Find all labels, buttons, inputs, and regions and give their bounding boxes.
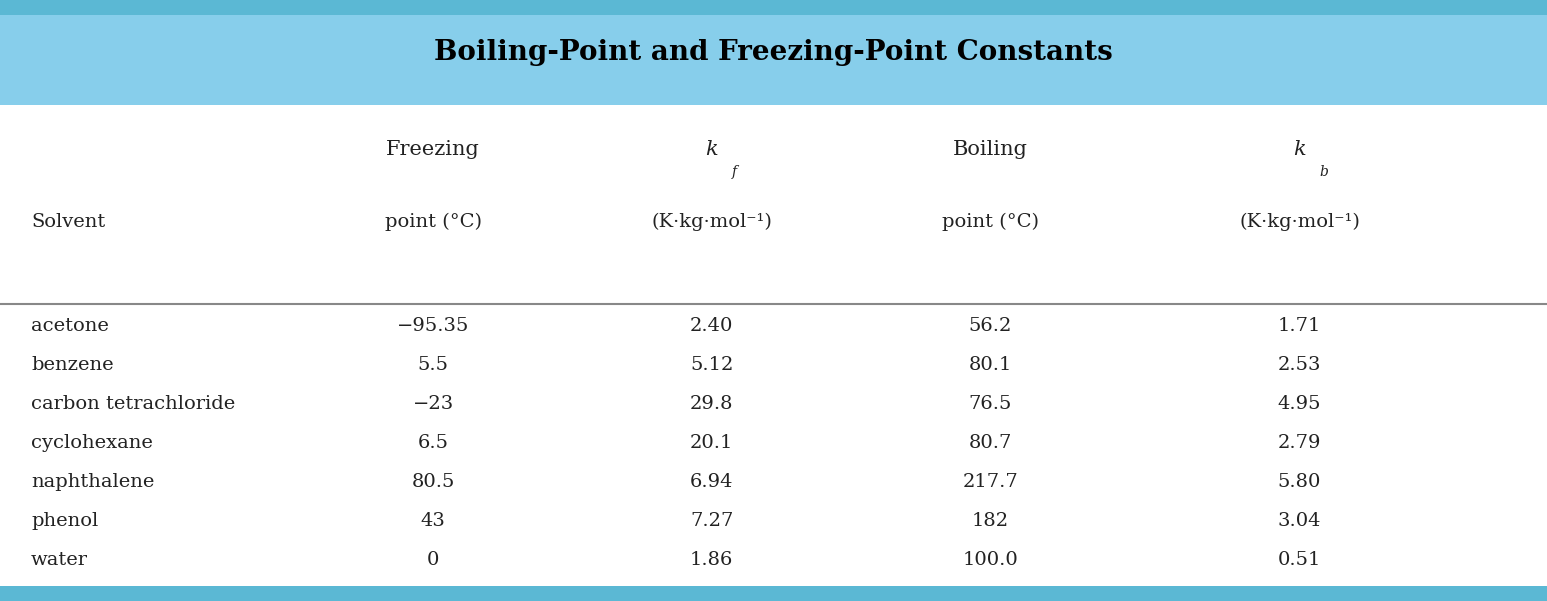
- FancyBboxPatch shape: [0, 0, 1547, 15]
- Text: phenol: phenol: [31, 512, 97, 530]
- Text: 6.94: 6.94: [690, 473, 733, 491]
- Text: benzene: benzene: [31, 356, 113, 374]
- Text: 1.71: 1.71: [1278, 317, 1321, 335]
- Text: water: water: [31, 551, 88, 569]
- Text: Boiling: Boiling: [953, 140, 1027, 159]
- Text: 2.79: 2.79: [1278, 434, 1321, 452]
- Text: 0: 0: [427, 551, 439, 569]
- Text: −23: −23: [413, 395, 453, 413]
- Text: 80.5: 80.5: [412, 473, 455, 491]
- Text: point (°C): point (°C): [385, 213, 481, 231]
- Text: Freezing: Freezing: [387, 140, 480, 159]
- Text: 5.5: 5.5: [418, 356, 449, 374]
- Text: 20.1: 20.1: [690, 434, 733, 452]
- Text: 6.5: 6.5: [418, 434, 449, 452]
- Text: 80.1: 80.1: [968, 356, 1012, 374]
- Text: Boiling-Point and Freezing-Point Constants: Boiling-Point and Freezing-Point Constan…: [435, 39, 1112, 66]
- Text: carbon tetrachloride: carbon tetrachloride: [31, 395, 235, 413]
- Text: −95.35: −95.35: [398, 317, 469, 335]
- FancyBboxPatch shape: [0, 586, 1547, 601]
- Text: 56.2: 56.2: [968, 317, 1012, 335]
- Text: (K·kg·mol⁻¹): (K·kg·mol⁻¹): [1239, 213, 1360, 231]
- Text: 2.53: 2.53: [1278, 356, 1321, 374]
- Text: cyclohexane: cyclohexane: [31, 434, 153, 452]
- Text: naphthalene: naphthalene: [31, 473, 155, 491]
- Text: 2.40: 2.40: [690, 317, 733, 335]
- Text: 76.5: 76.5: [968, 395, 1012, 413]
- Text: point (°C): point (°C): [942, 213, 1038, 231]
- Text: Solvent: Solvent: [31, 213, 105, 231]
- Text: 5.80: 5.80: [1278, 473, 1321, 491]
- Text: 43: 43: [421, 512, 446, 530]
- Text: (K·kg·mol⁻¹): (K·kg·mol⁻¹): [651, 213, 772, 231]
- Text: 80.7: 80.7: [968, 434, 1012, 452]
- Text: 5.12: 5.12: [690, 356, 733, 374]
- Text: 3.04: 3.04: [1278, 512, 1321, 530]
- Text: k: k: [705, 140, 718, 159]
- Text: 29.8: 29.8: [690, 395, 733, 413]
- Text: b: b: [1320, 165, 1329, 179]
- FancyBboxPatch shape: [0, 0, 1547, 105]
- Text: 1.86: 1.86: [690, 551, 733, 569]
- Text: acetone: acetone: [31, 317, 108, 335]
- Text: 217.7: 217.7: [962, 473, 1018, 491]
- Text: k: k: [1293, 140, 1306, 159]
- Text: 0.51: 0.51: [1278, 551, 1321, 569]
- Text: 100.0: 100.0: [962, 551, 1018, 569]
- Text: 7.27: 7.27: [690, 512, 733, 530]
- Text: f: f: [732, 165, 736, 179]
- Text: 182: 182: [972, 512, 1009, 530]
- Text: 4.95: 4.95: [1278, 395, 1321, 413]
